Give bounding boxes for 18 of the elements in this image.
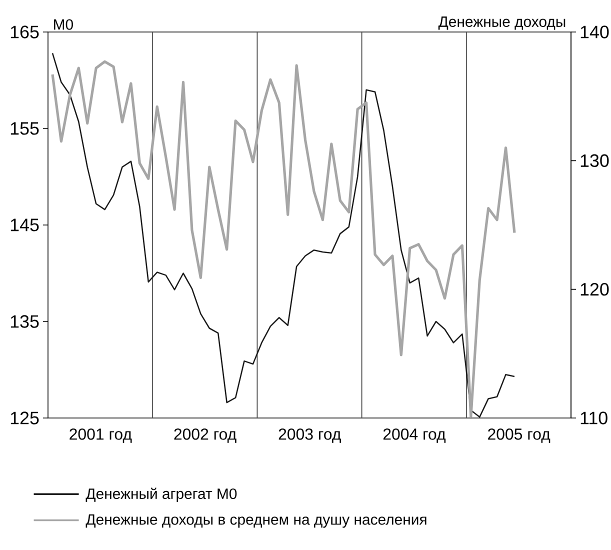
x-tick-label: 2002 год <box>174 428 236 443</box>
y2-axis-title: Денежные доходы <box>438 16 566 30</box>
legend-label: Денежные доходы в среднем на душу населения <box>86 514 426 528</box>
y-axis-title: М0 <box>54 19 73 30</box>
y-tick-label: 155 <box>10 122 39 135</box>
y-tick-label: 145 <box>10 218 39 232</box>
x-tick-label: 2004 год <box>383 428 446 443</box>
y2-tick-label: 120 <box>580 282 609 296</box>
y2-tick-label: 110 <box>580 412 608 424</box>
y2-tick-label: 140 <box>580 26 609 38</box>
y2-tick-label: 130 <box>580 154 609 168</box>
legend-label: Денежный агрегат М0 <box>86 488 237 502</box>
x-tick-label: 2001 год <box>70 428 132 443</box>
y-tick-label: 125 <box>10 412 39 424</box>
x-tick-label: 2003 год <box>278 428 341 443</box>
x-tick-label: 2005 год <box>488 428 550 443</box>
y-tick-label: 135 <box>10 315 39 328</box>
y-tick-label: 165 <box>10 26 39 38</box>
